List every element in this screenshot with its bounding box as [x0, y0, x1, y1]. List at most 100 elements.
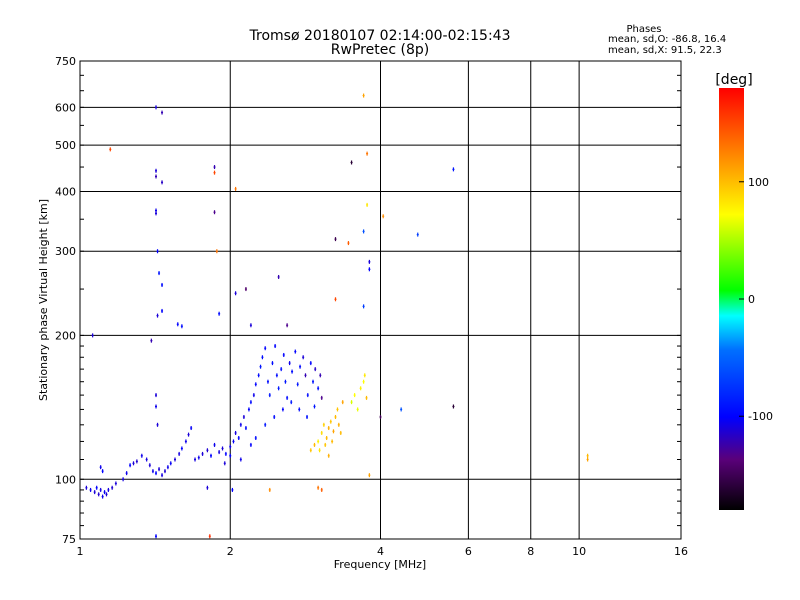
data-point	[280, 367, 283, 372]
data-point	[237, 435, 240, 440]
data-point	[125, 471, 128, 476]
data-point	[336, 407, 339, 412]
data-point	[329, 419, 332, 424]
data-point	[274, 344, 277, 349]
chart-title: Tromsø 20180107 02:14:00-02:15:43	[249, 28, 511, 44]
colorbar: [deg] 100 0 -100	[715, 72, 773, 510]
data-point	[155, 534, 158, 539]
data-point	[288, 361, 291, 366]
data-point	[158, 271, 161, 276]
data-point	[231, 487, 234, 492]
data-point	[320, 487, 323, 492]
data-point	[275, 373, 278, 378]
data-point	[97, 492, 100, 497]
data-point	[362, 229, 365, 234]
data-point	[356, 407, 359, 412]
data-point	[224, 451, 227, 456]
data-point	[273, 414, 276, 419]
x-axis-label: Frequency [MHz]	[334, 558, 426, 571]
colorbar-tick-label: -100	[748, 410, 773, 423]
data-point	[111, 485, 114, 490]
data-point	[101, 469, 104, 474]
data-point	[337, 422, 340, 427]
data-point	[99, 465, 102, 470]
data-point	[452, 404, 455, 409]
data-point	[312, 379, 315, 384]
grid-lines	[80, 61, 681, 539]
x-axis-ticks: 1 2 4 6 8 10 16	[77, 545, 689, 558]
data-point	[129, 463, 132, 468]
data-point	[306, 393, 309, 398]
data-point	[201, 451, 204, 456]
data-point	[158, 467, 161, 472]
data-point	[284, 379, 287, 384]
data-point	[339, 430, 342, 435]
y-tick-label: 200	[55, 329, 76, 342]
data-point	[271, 361, 274, 366]
data-point	[304, 373, 307, 378]
data-point	[452, 167, 455, 172]
data-point	[176, 322, 179, 327]
data-point	[180, 446, 183, 451]
data-point	[366, 202, 369, 207]
data-point	[155, 393, 158, 398]
data-point	[213, 170, 216, 175]
data-point	[151, 469, 154, 474]
data-point	[229, 444, 232, 449]
data-point	[161, 180, 164, 185]
data-point	[239, 457, 242, 462]
data-point	[416, 232, 419, 237]
data-point	[155, 168, 158, 173]
data-point	[148, 463, 151, 468]
data-point	[208, 534, 211, 539]
data-point	[103, 490, 106, 495]
data-point	[306, 414, 309, 419]
data-point	[400, 407, 403, 412]
colorbar-tick-label: 0	[748, 293, 755, 306]
data-point	[309, 361, 312, 366]
x-tick-label: 6	[465, 545, 472, 558]
data-point	[290, 400, 293, 405]
data-point	[257, 373, 260, 378]
data-point	[334, 414, 337, 419]
data-point	[350, 400, 353, 405]
data-point	[178, 451, 181, 456]
data-point	[331, 439, 334, 444]
data-point	[324, 442, 327, 447]
data-point	[586, 457, 589, 462]
data-point	[109, 147, 112, 152]
data-point	[234, 186, 237, 191]
data-point	[322, 422, 325, 427]
data-point	[379, 414, 382, 419]
x-tick-label: 2	[227, 545, 234, 558]
data-point	[286, 323, 289, 328]
data-point	[161, 308, 164, 313]
data-point	[91, 333, 94, 338]
data-point	[299, 364, 302, 369]
data-point	[155, 105, 158, 110]
data-point	[368, 267, 371, 272]
data-point	[161, 110, 164, 115]
data-point	[254, 435, 257, 440]
y-tick-label: 300	[55, 245, 76, 258]
data-point	[89, 487, 92, 492]
data-point	[161, 282, 164, 287]
y-tick-label: 400	[55, 185, 76, 198]
data-point	[277, 274, 280, 279]
data-point	[362, 304, 365, 309]
data-point	[197, 455, 200, 460]
data-point	[145, 457, 148, 462]
data-point	[244, 426, 247, 431]
stats-title: Phases	[626, 24, 661, 35]
data-point	[325, 435, 328, 440]
data-point	[249, 400, 252, 405]
data-point	[132, 461, 135, 466]
data-point	[206, 485, 209, 490]
data-point	[281, 407, 284, 412]
y-axis-label: Stationary phase Virtual Height [km]	[37, 199, 50, 401]
data-point	[190, 426, 193, 431]
y-tick-label: 500	[55, 139, 76, 152]
data-point	[586, 453, 589, 458]
data-point	[309, 448, 312, 453]
